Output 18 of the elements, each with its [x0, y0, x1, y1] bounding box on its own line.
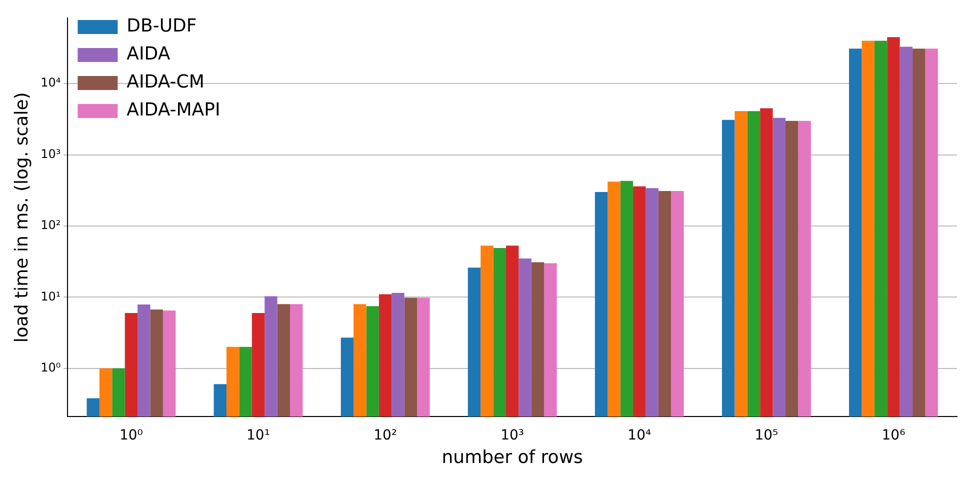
x-axis-title: number of rows: [442, 446, 583, 468]
legend-label: AIDA-CM: [126, 72, 204, 93]
x-tick-label: 10²: [374, 428, 398, 444]
y-tick-label: 10¹: [40, 289, 61, 304]
y-axis-title: load time in ms. (log. scale): [11, 92, 32, 343]
x-tick-label: 10¹: [246, 428, 270, 444]
x-tick-label: 10⁶: [882, 428, 906, 444]
legend-label: DB-UDF: [126, 16, 197, 37]
y-tick-label: 10³: [40, 146, 61, 161]
x-tick-label: 10³: [500, 428, 524, 444]
legend-label: AIDA-MAPI: [126, 100, 220, 121]
y-tick-label: 10²: [40, 218, 61, 232]
x-tick-label: 10⁰: [119, 428, 144, 444]
y-tick-label: 10⁴: [40, 76, 61, 90]
x-tick-label: 10⁴: [628, 428, 652, 444]
legend-label: AIDA: [126, 44, 171, 65]
x-tick-label: 10⁵: [754, 428, 778, 444]
y-tick-label: 10⁰: [40, 360, 61, 374]
